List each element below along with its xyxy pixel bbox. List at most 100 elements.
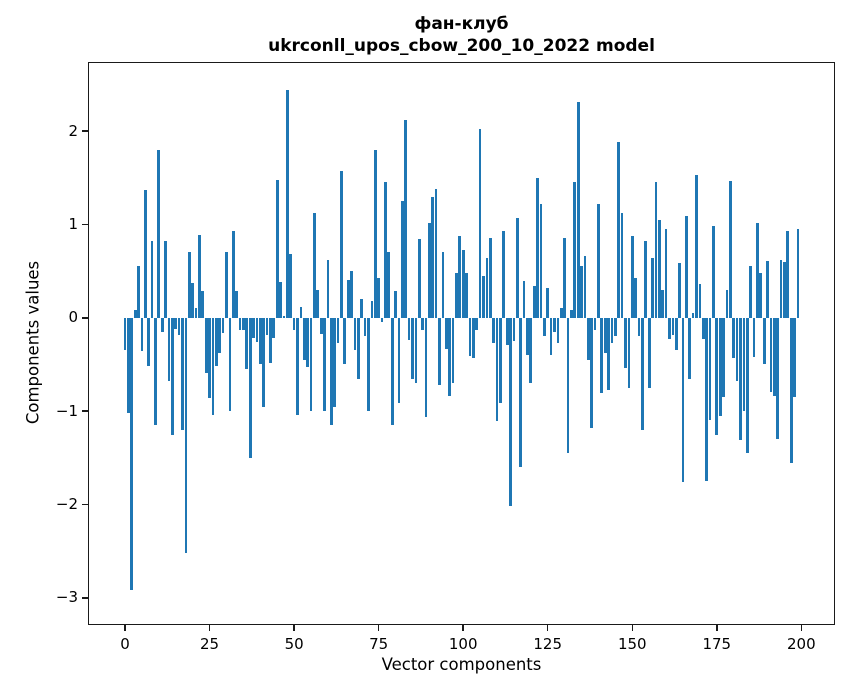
- x-tick-label: 175: [702, 635, 732, 653]
- bar: [712, 226, 715, 318]
- bar: [674, 317, 678, 350]
- bar: [796, 229, 800, 318]
- bar: [164, 241, 167, 318]
- bar: [404, 119, 408, 318]
- bar: [505, 317, 509, 345]
- plot-area: [88, 62, 835, 625]
- x-tick-mark: [377, 625, 380, 631]
- bar: [570, 310, 573, 318]
- bar: [309, 317, 313, 412]
- chart-title-line2: ukrconll_upos_cbow_200_10_2022 model: [268, 36, 655, 57]
- bar: [783, 261, 786, 318]
- bar: [583, 256, 587, 318]
- bar: [559, 308, 563, 318]
- chart-title: фан-клуб ukrconll_upos_cbow_200_10_2022 …: [88, 13, 835, 58]
- bar: [725, 289, 729, 318]
- bar: [319, 317, 323, 334]
- bar: [154, 317, 157, 426]
- bar: [644, 241, 648, 318]
- bar: [343, 317, 347, 365]
- bar: [769, 317, 773, 392]
- bar: [512, 317, 516, 342]
- x-tick-label: 50: [284, 635, 304, 653]
- bar: [515, 217, 519, 318]
- bar: [428, 222, 431, 318]
- bar: [384, 182, 387, 318]
- x-tick-mark: [124, 625, 126, 631]
- bar: [722, 317, 725, 398]
- bar: [329, 317, 333, 426]
- bar: [789, 317, 793, 463]
- bar: [350, 271, 353, 318]
- bar: [194, 307, 198, 318]
- bar: [779, 259, 783, 318]
- bar: [296, 317, 299, 415]
- x-tick-mark: [631, 625, 634, 631]
- bar: [715, 317, 719, 435]
- bar: [786, 230, 790, 318]
- bar: [756, 222, 759, 318]
- bar: [708, 317, 712, 420]
- bar: [458, 235, 462, 318]
- bar: [191, 283, 194, 318]
- bar: [461, 249, 465, 318]
- bar: [478, 129, 482, 318]
- bar: [685, 216, 688, 318]
- bar: [549, 317, 553, 356]
- bar: [438, 317, 441, 386]
- bar: [285, 90, 289, 318]
- bar: [543, 317, 546, 337]
- bar: [228, 317, 232, 412]
- bar: [133, 310, 137, 318]
- bar: [221, 317, 225, 333]
- bar: [204, 317, 208, 373]
- bar: [326, 259, 330, 318]
- bar: [353, 317, 357, 351]
- bar: [681, 317, 685, 483]
- y-tick-label: −3: [55, 588, 78, 607]
- bar: [586, 317, 590, 360]
- bar: [597, 203, 600, 318]
- bar: [502, 230, 506, 318]
- bar: [668, 317, 671, 340]
- bar: [620, 213, 624, 318]
- bar: [573, 182, 577, 318]
- bar: [759, 273, 763, 318]
- bar: [373, 149, 377, 318]
- bar: [411, 317, 414, 379]
- bar: [181, 317, 184, 430]
- bar: [187, 251, 191, 318]
- bar: [475, 317, 479, 330]
- bar: [688, 317, 692, 379]
- bar: [627, 317, 631, 388]
- bar: [762, 317, 766, 365]
- bar: [698, 284, 702, 318]
- y-tick-label: −1: [55, 401, 78, 420]
- x-axis-label: Vector components: [381, 655, 542, 674]
- bar: [147, 317, 151, 367]
- bar: [705, 317, 708, 482]
- bar: [664, 229, 668, 318]
- bar: [448, 317, 451, 397]
- x-tick-mark: [293, 625, 295, 631]
- y-tick-label: 2: [68, 121, 78, 140]
- bar: [546, 287, 550, 318]
- bar: [238, 317, 242, 330]
- bar: [566, 317, 570, 454]
- bar: [532, 286, 536, 318]
- bar: [752, 317, 756, 358]
- bar: [407, 317, 411, 341]
- bar: [390, 317, 394, 426]
- bar: [776, 317, 780, 440]
- x-tick-label: 25: [200, 635, 220, 653]
- bar: [691, 313, 695, 318]
- bar: [400, 201, 404, 318]
- bar: [313, 213, 316, 318]
- bar: [282, 315, 286, 318]
- bar: [465, 273, 468, 318]
- bar: [421, 317, 424, 330]
- bar: [127, 317, 130, 414]
- bar: [262, 317, 266, 408]
- bar: [340, 171, 343, 318]
- bar: [123, 317, 127, 351]
